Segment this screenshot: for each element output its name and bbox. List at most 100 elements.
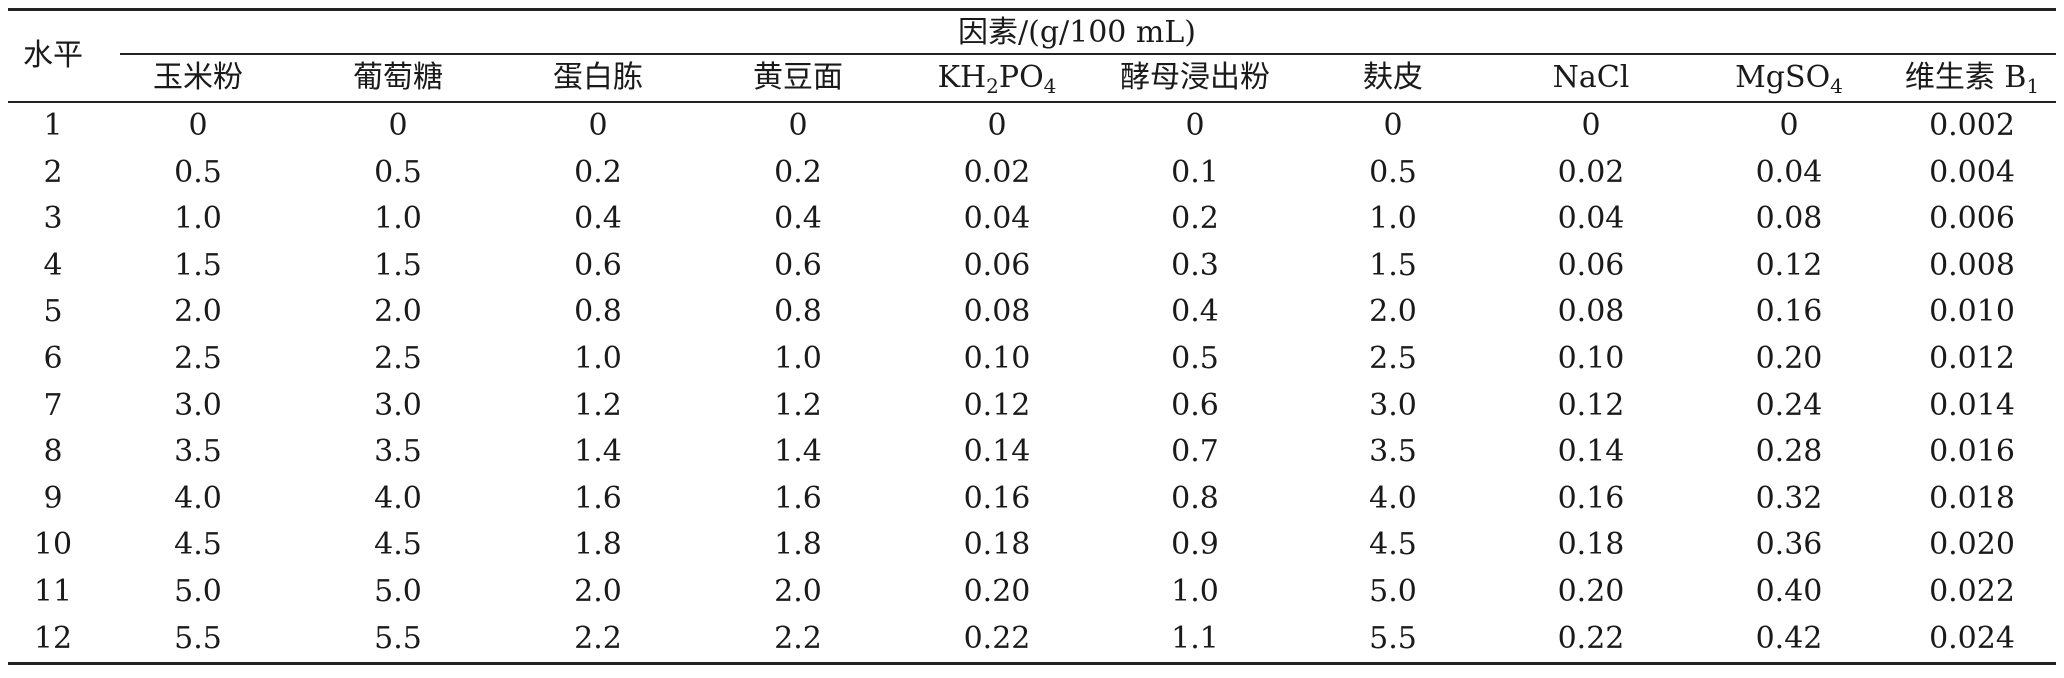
value-cell: 4.5 — [374, 527, 422, 563]
factor-level-table: 水平 因素/(g/100 mL) 玉米粉 葡萄糖 蛋白胨 黄豆面 KH2PO4 酵母浸出粉… — [8, 8, 2057, 666]
value-cell: 0.14 — [1557, 434, 1625, 470]
value-cell: 0.04 — [1755, 154, 1823, 190]
value-cell: 1.1 — [1096, 615, 1294, 666]
header-text: NaCl — [1552, 60, 1630, 95]
value-cell: 1.6 — [574, 480, 622, 516]
value-cell: 0.02 — [963, 154, 1031, 190]
value-cell: 0.6 — [1171, 387, 1219, 423]
header-text: PO — [998, 60, 1044, 95]
value-cell: 0.8 — [1171, 480, 1219, 516]
level-cell: 9 — [43, 480, 63, 516]
table-row: 5 2.0 2.0 0.8 0.8 0.08 0.4 2.0 0.08 0.16 0.010 — [8, 289, 2056, 336]
value-cell: 0 — [1185, 108, 1205, 143]
value-cell: 0.02 — [1557, 154, 1625, 190]
level-cell: 11 — [33, 573, 73, 609]
value-cell: 4.5 — [174, 527, 222, 563]
value-cell: 0.10 — [963, 340, 1031, 376]
header-text: 维生素 B — [1904, 60, 2027, 95]
value-cell: 5.0 — [1369, 573, 1417, 609]
column-header-10: 维生素 B1 — [1888, 55, 2057, 103]
value-cell: 0.2 — [774, 154, 822, 190]
value-cell: 0 — [1779, 108, 1799, 143]
value-cell: 0.004 — [1929, 154, 2015, 190]
value-cell: 0 — [388, 108, 408, 143]
level-cell: 5 — [43, 294, 63, 330]
header-subscript: 4 — [1043, 74, 1057, 98]
value-cell: 0.06 — [1557, 247, 1625, 283]
value-cell: 0 — [188, 108, 208, 143]
value-cell: 1.0 — [774, 340, 822, 376]
value-cell: 5.5 — [1294, 615, 1492, 666]
value-cell: 1.0 — [1369, 201, 1417, 237]
value-cell: 2.2 — [698, 615, 898, 666]
header-text: MgSO — [1735, 60, 1831, 95]
column-header-8: NaCl — [1492, 55, 1690, 103]
level-cell: 8 — [43, 434, 63, 470]
value-cell: 0.20 — [1557, 573, 1625, 609]
value-cell: 0.018 — [1929, 480, 2015, 516]
value-cell: 0.022 — [1929, 573, 2015, 609]
value-cell: 5.0 — [374, 573, 422, 609]
level-cell: 1 — [43, 108, 63, 143]
header-text: 酵母浸出粉 — [1120, 60, 1270, 95]
value-cell: 0.4 — [1171, 294, 1219, 330]
header-text: KH — [937, 60, 987, 95]
value-cell: 3.0 — [374, 387, 422, 423]
column-header-9: MgSO4 — [1690, 55, 1888, 103]
value-cell: 0.06 — [963, 247, 1031, 283]
value-cell: 0.6 — [574, 247, 622, 283]
value-cell: 0.12 — [1557, 387, 1625, 423]
value-cell: 0.006 — [1929, 201, 2015, 237]
value-cell: 0.2 — [1171, 201, 1219, 237]
value-cell: 1.5 — [174, 247, 222, 283]
value-cell: 3.5 — [1369, 434, 1417, 470]
value-cell: 0.8 — [574, 294, 622, 330]
value-cell: 4.0 — [174, 480, 222, 516]
header-row-top: 水平 因素/(g/100 mL) — [8, 8, 2057, 103]
value-cell: 1.0 — [374, 201, 422, 237]
value-cell: 5.5 — [98, 615, 298, 666]
value-cell: 1.0 — [174, 201, 222, 237]
factor-group-header: 因素/(g/100 mL) — [98, 8, 2057, 55]
value-cell: 0.002 — [1929, 108, 2015, 143]
value-cell: 1.8 — [574, 527, 622, 563]
value-cell: 1.2 — [774, 387, 822, 423]
value-cell: 0.008 — [1929, 247, 2015, 283]
value-cell: 0.12 — [1755, 247, 1823, 283]
value-cell: 0.40 — [1755, 573, 1823, 609]
value-cell: 0.012 — [1929, 340, 2015, 376]
value-cell: 0.20 — [963, 573, 1031, 609]
value-cell: 5.5 — [298, 615, 498, 666]
value-cell: 0.16 — [1557, 480, 1625, 516]
column-header-5: KH2PO4 — [898, 55, 1096, 103]
table-row: 2 0.5 0.5 0.2 0.2 0.02 0.1 0.5 0.02 0.04 0.004 — [8, 150, 2056, 197]
value-cell: 1.2 — [574, 387, 622, 423]
header-subscript: 2 — [986, 74, 999, 98]
value-cell: 0.08 — [1755, 201, 1823, 237]
value-cell: 0.5 — [1171, 340, 1219, 376]
value-cell: 0.14 — [963, 434, 1031, 470]
value-cell: 1.6 — [774, 480, 822, 516]
value-cell: 1.4 — [774, 434, 822, 470]
value-cell: 0 — [1383, 108, 1403, 143]
value-cell: 1.5 — [374, 247, 422, 283]
value-cell: 0.7 — [1171, 434, 1219, 470]
value-cell: 2.5 — [374, 340, 422, 376]
value-cell: 1.5 — [1369, 247, 1417, 283]
value-cell: 0.22 — [898, 615, 1096, 666]
level-cell: 10 — [33, 527, 73, 563]
table-row: 11 5.0 5.0 2.0 2.0 0.20 1.0 5.0 0.20 0.40 0.022 — [8, 569, 2056, 616]
value-cell: 3.5 — [374, 434, 422, 470]
level-cell: 6 — [43, 340, 63, 376]
value-cell: 0.12 — [963, 387, 1031, 423]
level-cell: 12 — [8, 615, 98, 666]
value-cell: 0 — [588, 108, 608, 143]
value-cell: 3.0 — [1369, 387, 1417, 423]
value-cell: 0.24 — [1755, 387, 1823, 423]
column-header-4: 黄豆面 — [698, 55, 898, 103]
value-cell: 4.0 — [1369, 480, 1417, 516]
value-cell: 0.20 — [1755, 340, 1823, 376]
value-cell: 2.5 — [1369, 340, 1417, 376]
value-cell: 0.04 — [963, 201, 1031, 237]
level-cell: 3 — [43, 201, 63, 237]
